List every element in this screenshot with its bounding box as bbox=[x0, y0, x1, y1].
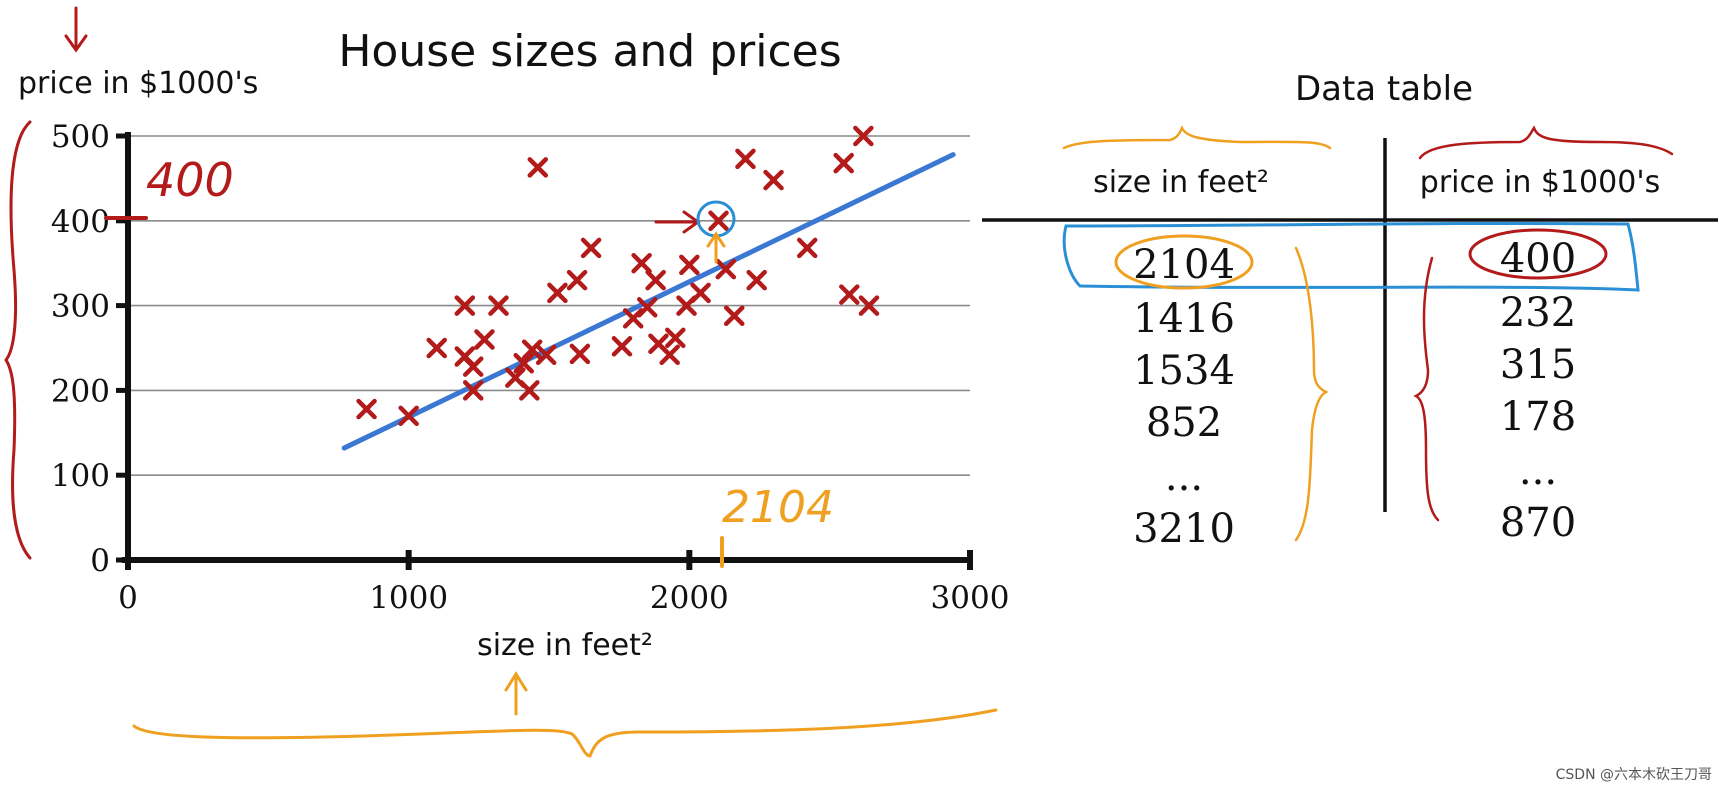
data-point bbox=[527, 157, 549, 178]
data-point bbox=[535, 344, 557, 366]
red-down-arrow bbox=[64, 6, 88, 53]
data-point bbox=[547, 282, 568, 304]
table-row: 3210 870 bbox=[1133, 500, 1576, 552]
chart-annotations: 400 2104 bbox=[4, 6, 998, 758]
table-cell-size: 3210 bbox=[1133, 506, 1235, 552]
x-axis-label: size in feet² bbox=[477, 628, 653, 663]
data-point bbox=[636, 297, 658, 318]
x-tick-label: 3000 bbox=[931, 580, 1010, 616]
data-point bbox=[474, 329, 495, 350]
data-point bbox=[833, 152, 854, 174]
blue-row-highlight bbox=[1062, 221, 1640, 292]
watermark: CSDN @六本木砍王刀哥 bbox=[1555, 767, 1712, 783]
orange-brace-x bbox=[132, 708, 998, 758]
table-cell-price: 315 bbox=[1500, 342, 1576, 388]
table-cell-size: 852 bbox=[1146, 400, 1222, 446]
table-cell-price: 870 bbox=[1500, 500, 1576, 546]
axes bbox=[116, 132, 973, 570]
data-point bbox=[723, 305, 745, 327]
data-point bbox=[659, 344, 680, 366]
data-point bbox=[631, 252, 652, 274]
data-point bbox=[566, 269, 588, 291]
table-cell-price: 178 bbox=[1500, 394, 1576, 440]
orange-brace-col1 bbox=[1062, 125, 1332, 150]
data-table: Data table size in feet² price in $1000'… bbox=[982, 69, 1718, 552]
data-point bbox=[839, 284, 860, 305]
data-point bbox=[521, 339, 543, 360]
table-title: Data table bbox=[1295, 69, 1473, 109]
x-tick-label: 1000 bbox=[369, 580, 448, 616]
red-brace-col2-values bbox=[1413, 256, 1440, 522]
y-tick-label: 300 bbox=[51, 289, 110, 325]
orange-circle-2104 bbox=[1114, 234, 1254, 290]
table-row: ...... bbox=[1165, 448, 1557, 500]
data-point bbox=[690, 282, 711, 304]
data-point bbox=[569, 343, 591, 365]
data-point bbox=[356, 398, 377, 420]
fit-line-layer bbox=[341, 152, 956, 451]
data-points bbox=[356, 125, 880, 427]
table-cell-price: 400 bbox=[1500, 236, 1576, 282]
red-brace-y bbox=[4, 120, 32, 560]
red-right-arrow bbox=[654, 210, 701, 234]
table-row: 1534 315 bbox=[1133, 342, 1576, 394]
y-tick-label: 100 bbox=[51, 458, 110, 494]
table-row: 2104 400 bbox=[1133, 236, 1576, 288]
chart-title: House sizes and prices bbox=[338, 26, 841, 77]
y-axis-label: price in $1000's bbox=[18, 66, 258, 101]
table-col1-header: size in feet² bbox=[1093, 165, 1269, 200]
data-point bbox=[488, 295, 509, 316]
data-point bbox=[426, 337, 447, 359]
data-point bbox=[611, 336, 633, 357]
data-point bbox=[796, 237, 818, 259]
grid-lines bbox=[128, 135, 970, 477]
y-tick-label: 500 bbox=[51, 119, 110, 155]
data-point bbox=[715, 258, 737, 280]
data-point bbox=[462, 380, 484, 401]
data-point bbox=[735, 148, 756, 170]
data-point bbox=[645, 269, 666, 291]
table-row: 1416 232 bbox=[1133, 290, 1576, 342]
data-point bbox=[665, 327, 686, 349]
y-tick-label: 200 bbox=[51, 373, 110, 409]
red-circle-400 bbox=[1468, 228, 1608, 280]
data-point bbox=[746, 269, 767, 291]
data-point bbox=[858, 295, 880, 316]
table-cell-size: 1416 bbox=[1133, 296, 1235, 342]
table-cell-size: ... bbox=[1165, 454, 1203, 500]
y-tick-label: 0 bbox=[90, 543, 110, 579]
annotation-400: 400 bbox=[146, 153, 234, 207]
table-cell-size: 1534 bbox=[1133, 348, 1235, 394]
orange-up-arrow-xlabel bbox=[504, 671, 528, 716]
data-point bbox=[398, 405, 419, 427]
data-point bbox=[519, 380, 540, 401]
table-cell-size: 2104 bbox=[1133, 242, 1235, 288]
data-point bbox=[462, 356, 484, 377]
data-point bbox=[679, 254, 700, 276]
x-tick-label: 0 bbox=[118, 580, 138, 616]
table-cell-price: 232 bbox=[1500, 290, 1576, 336]
data-point bbox=[513, 353, 534, 374]
data-point bbox=[763, 169, 784, 191]
orange-brace-col1-values bbox=[1294, 246, 1329, 542]
tick-labels: 0 100 200 300 400 500 0 1000 2000 3000 bbox=[51, 119, 1010, 616]
x-tick-label: 2000 bbox=[650, 580, 729, 616]
data-point bbox=[580, 237, 602, 259]
data-point bbox=[708, 210, 729, 232]
red-brace-col2 bbox=[1418, 125, 1674, 160]
fit-line bbox=[341, 152, 956, 451]
y-tick-label: 400 bbox=[51, 204, 110, 240]
table-row: 852 178 bbox=[1146, 394, 1576, 446]
annotation-2104: 2104 bbox=[722, 482, 834, 533]
table-cell-price: ... bbox=[1519, 448, 1557, 494]
data-point bbox=[454, 295, 476, 316]
orange-up-arrow-point bbox=[706, 231, 726, 264]
table-rows: 2104 400 1416 232 1534 315 852 178... ... 3210 870 bbox=[1133, 236, 1576, 552]
table-col2-header: price in $1000's bbox=[1420, 165, 1660, 200]
data-point bbox=[853, 125, 874, 147]
